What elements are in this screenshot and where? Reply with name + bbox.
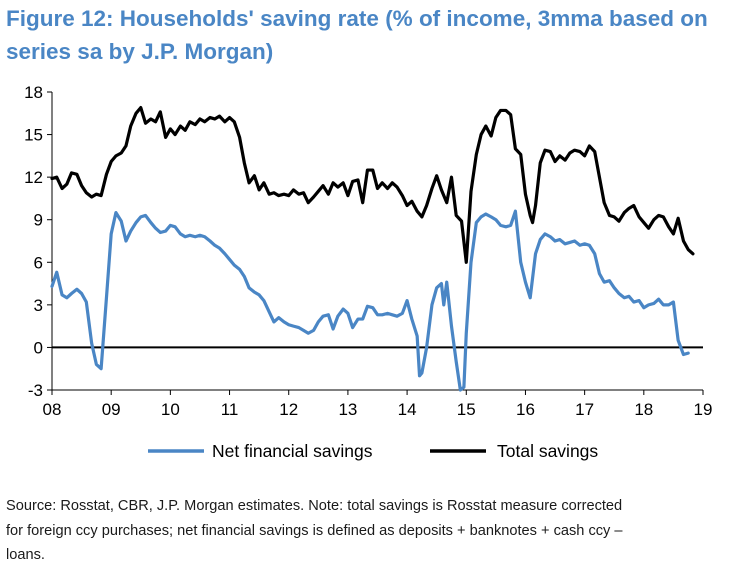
- legend-label-net-financial-savings: Net financial savings: [212, 441, 373, 461]
- x-tick-label: 15: [457, 400, 476, 419]
- x-tick-label: 16: [516, 400, 535, 419]
- chart-area: 18 15 12 9 6 3 0 -308 09 10 11 12 13 14 15 16 17 18 19 Net…: [24, 83, 712, 461]
- x-tick-label: 12: [279, 400, 298, 419]
- y-tick-label: 9: [34, 211, 43, 230]
- chart-legend: Net financial savings Total savings: [148, 441, 598, 461]
- x-tick-label: 19: [694, 400, 713, 419]
- net-financial-savings-line: [50, 209, 690, 392]
- source-note-line-2: for foreign ccy purchases; net financial…: [6, 522, 623, 539]
- source-note: Source: Rosstat, CBR, J.P. Morgan estima…: [6, 494, 746, 568]
- chart-series-layer: [50, 106, 695, 392]
- chart-title-line-1: Figure 12: Households' saving rate (% of…: [6, 6, 708, 31]
- total-savings-line: [50, 106, 695, 264]
- y-tick-label: 6: [34, 253, 43, 272]
- y-tick-label: 0: [34, 338, 43, 357]
- x-tick-label: 14: [398, 400, 417, 419]
- x-tick-label: 13: [338, 400, 357, 419]
- x-tick-label: 18: [634, 400, 653, 419]
- chart-axes: 18 15 12 9 6 3 0 -308 09 10 11 12 13 14 15 16 17 18 19: [24, 83, 712, 419]
- source-note-line-3: loans.: [6, 547, 45, 563]
- y-tick-label: 3: [34, 296, 43, 315]
- y-tick-label: 15: [24, 126, 43, 145]
- x-tick-label: 11: [221, 400, 239, 419]
- x-tick-label: 10: [161, 400, 180, 419]
- chart-title: Figure 12: Households' saving rate (% of…: [6, 2, 741, 68]
- y-tick-label: 18: [24, 83, 43, 102]
- x-tick-label: 09: [102, 400, 121, 419]
- x-tick-label: 08: [43, 400, 62, 419]
- chart-title-line-2: series sa by J.P. Morgan): [6, 39, 274, 64]
- legend-label-total-savings: Total savings: [497, 441, 598, 461]
- y-tick-label: -3: [28, 381, 43, 400]
- x-tick-label: 17: [575, 400, 594, 419]
- y-tick-label: 12: [24, 168, 43, 187]
- source-note-line-1: Source: Rosstat, CBR, J.P. Morgan estima…: [6, 498, 623, 514]
